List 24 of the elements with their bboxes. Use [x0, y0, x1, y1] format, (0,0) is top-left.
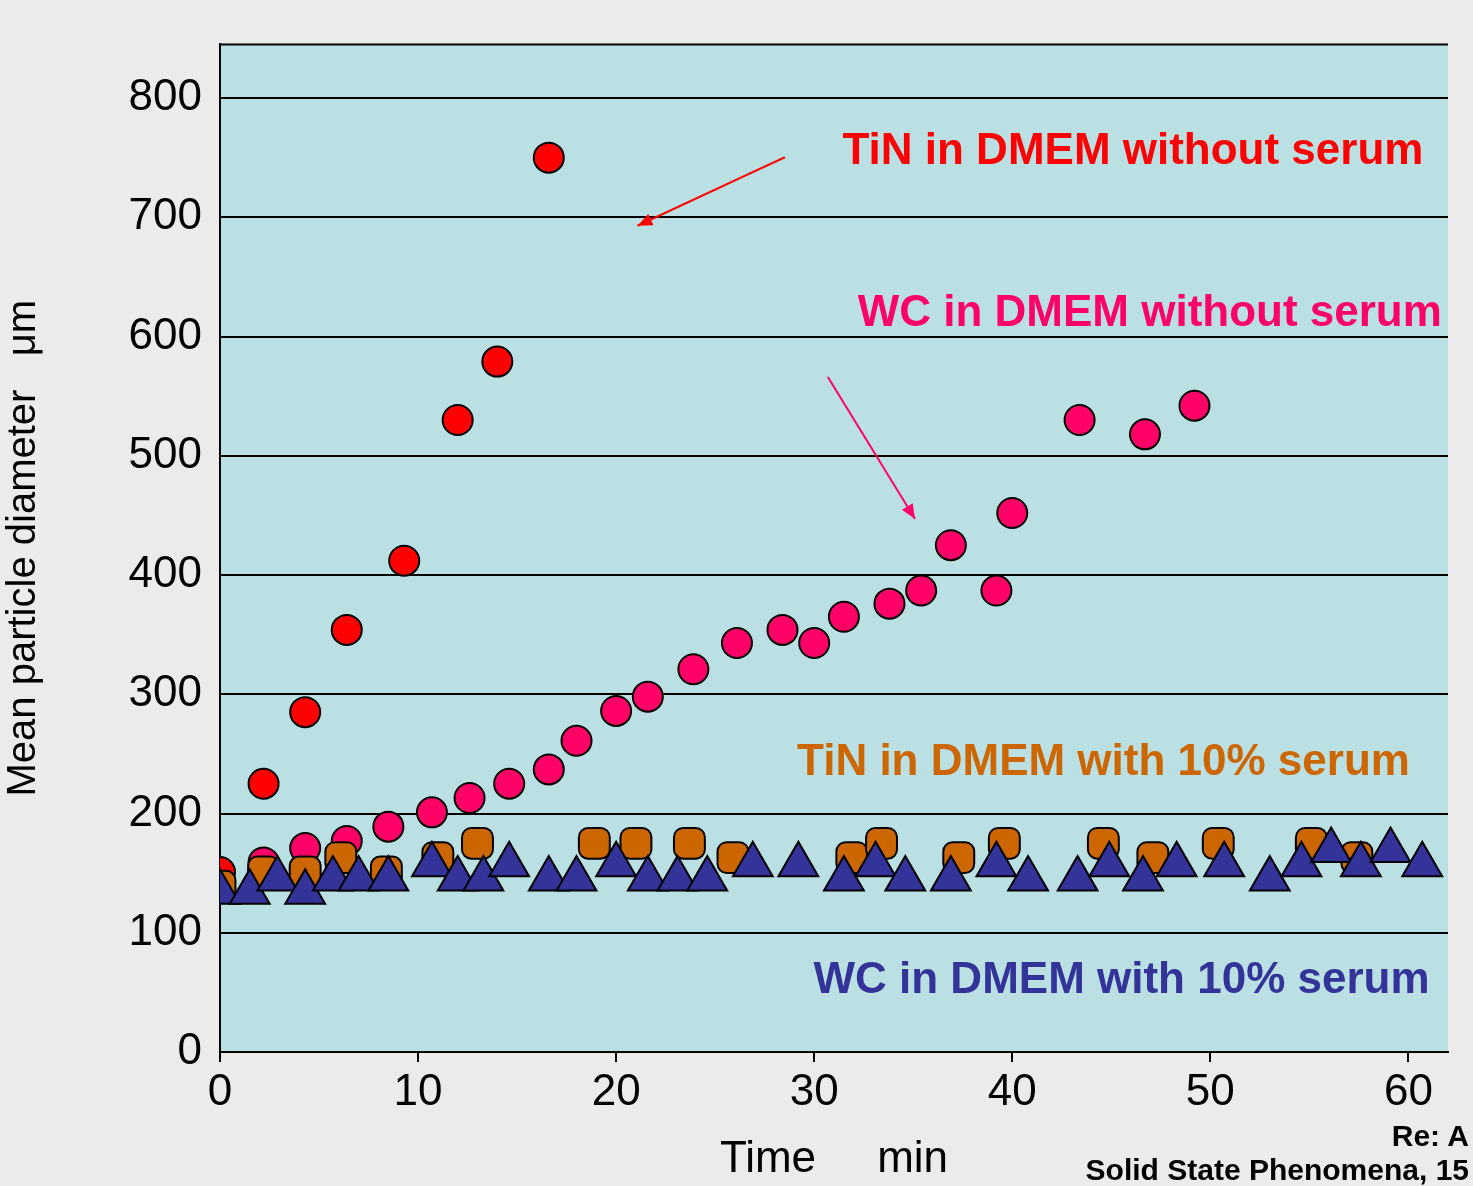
- y-tick-label: 700: [128, 189, 202, 239]
- x-axis-title: Time min: [719, 1131, 949, 1181]
- text: WC in DMEM without serum: [857, 285, 1442, 335]
- x-tick-label: 50: [1185, 1064, 1235, 1114]
- x-tick-label: 20: [591, 1064, 641, 1114]
- y-axis-title: Mean particle diameter μm: [0, 299, 44, 797]
- series-label: TiN in DMEM with 10% serum: [797, 734, 1410, 784]
- x-tick-label: 30: [789, 1064, 839, 1114]
- y-tick-label: 800: [128, 70, 202, 120]
- x-tick-label: 60: [1383, 1064, 1433, 1114]
- y-tick-label: 200: [128, 785, 202, 835]
- y-tick-label: 100: [128, 904, 202, 954]
- y-tick-label: 300: [128, 666, 202, 716]
- series-label: WC in DMEM with 10% serum: [813, 952, 1430, 1002]
- y-tick-label: 400: [128, 547, 202, 597]
- y-tick-label: 600: [128, 308, 202, 358]
- y-tick-label: 500: [128, 427, 202, 477]
- x-tick-label: 10: [393, 1064, 443, 1114]
- x-tick-label: 0: [207, 1064, 233, 1114]
- x-tick-label: 40: [987, 1064, 1037, 1114]
- text: TiN in DMEM without serum: [842, 124, 1424, 174]
- text: Solid State Phenomena, 15: [1085, 1153, 1469, 1186]
- y-tick-label: 0: [177, 1024, 202, 1074]
- text: Re: A: [1391, 1119, 1469, 1152]
